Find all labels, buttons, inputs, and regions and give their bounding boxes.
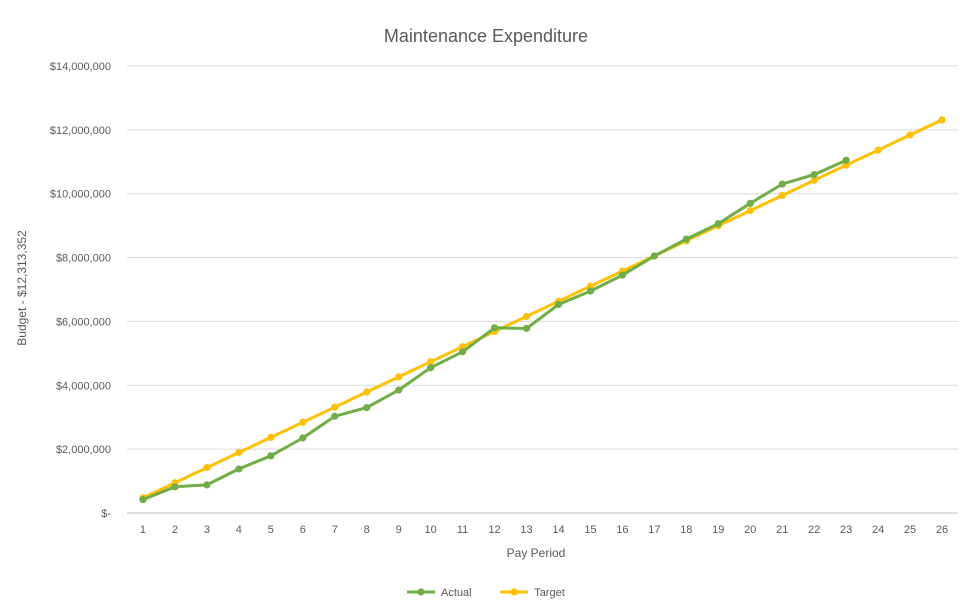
gridlines	[127, 65, 958, 514]
y-tick-label: $-	[101, 508, 111, 520]
data-point-target	[299, 418, 307, 426]
y-tick-label: $14,000,000	[50, 61, 111, 73]
x-tick-label: 8	[364, 524, 370, 536]
x-tick-label: 18	[680, 524, 692, 536]
y-tick-label: $2,000,000	[56, 444, 111, 456]
x-tick-label: 6	[300, 524, 306, 536]
data-point-actual	[618, 271, 627, 279]
data-point-actual	[427, 364, 435, 372]
x-tick-label: 25	[904, 524, 916, 536]
data-point-target	[778, 191, 786, 200]
data-point-actual	[363, 404, 371, 412]
x-tick-label: 17	[648, 524, 660, 536]
series-line-target	[141, 118, 944, 500]
x-tick-label: 12	[488, 524, 500, 536]
legend-label-actual: Actual	[441, 587, 472, 599]
x-tick-label: 20	[744, 524, 756, 536]
x-tick-label: 1	[140, 524, 146, 536]
data-point-actual	[139, 495, 147, 504]
data-point-actual	[778, 180, 786, 188]
y-axis-label: Budget - $12,313,352	[15, 230, 29, 346]
data-point-target	[906, 131, 914, 139]
data-point-actual	[395, 386, 403, 394]
data-point-actual	[458, 348, 467, 356]
y-tick-label: $10,000,000	[50, 189, 111, 201]
x-axis: 1 2 3 4 5 6 7 8 9 10 11 12 13 14 15 16 17 18 19 20 21 22 23 24 2…	[140, 524, 948, 536]
y-tick-label: $6,000,000	[56, 316, 111, 328]
x-tick-label: 7	[332, 524, 338, 536]
y-tick-label: $12,000,000	[50, 125, 111, 137]
data-point-target	[938, 116, 946, 124]
x-tick-label: 19	[712, 524, 724, 536]
x-tick-label: 24	[872, 524, 884, 536]
data-point-target	[395, 373, 403, 381]
data-point-actual	[746, 199, 754, 207]
x-tick-label: 21	[776, 524, 788, 536]
series-lines	[139, 116, 946, 504]
x-tick-label: 16	[616, 524, 628, 536]
legend-marker-actual	[417, 588, 425, 596]
x-tick-label: 4	[236, 524, 242, 536]
legend: Actual Target	[407, 587, 565, 599]
x-tick-label: 23	[840, 524, 852, 536]
data-point-actual	[331, 412, 339, 420]
data-point-actual	[490, 324, 499, 332]
data-point-target	[331, 403, 339, 411]
x-tick-label: 3	[204, 524, 210, 536]
x-tick-label: 22	[808, 524, 820, 536]
data-point-actual	[682, 235, 690, 243]
data-point-actual	[810, 170, 818, 179]
x-tick-label: 15	[584, 524, 596, 536]
x-tick-label: 26	[936, 524, 948, 536]
data-point-target	[235, 448, 243, 457]
data-point-target	[810, 176, 818, 184]
data-point-target	[874, 146, 882, 154]
data-point-target	[522, 312, 531, 321]
data-point-actual	[267, 452, 275, 460]
data-point-actual	[554, 300, 563, 309]
data-point-actual	[171, 483, 179, 491]
x-tick-label: 5	[268, 524, 274, 536]
legend-marker-target	[510, 588, 518, 596]
x-tick-label: 10	[425, 524, 437, 536]
data-point-target	[458, 343, 467, 351]
data-point-actual	[203, 481, 211, 489]
data-point-actual	[842, 156, 850, 164]
y-tick-label: $8,000,000	[56, 253, 111, 265]
chart-title: Maintenance Expenditure	[384, 26, 588, 46]
data-point-actual	[714, 220, 722, 228]
data-point-target	[746, 206, 754, 215]
y-axis: $- $2,000,000 $4,000,000 $6,000,000 $8,000,0…	[50, 61, 112, 520]
x-tick-label: 11	[457, 524, 468, 536]
data-point-target	[267, 433, 275, 441]
x-tick-label: 2	[172, 524, 178, 536]
series-actual	[139, 156, 850, 504]
data-point-actual	[522, 324, 531, 333]
x-tick-label: 9	[396, 524, 402, 536]
data-point-target	[427, 358, 435, 366]
data-point-actual	[650, 252, 658, 260]
data-point-target	[363, 388, 371, 396]
data-point-target	[203, 464, 211, 472]
legend-label-target: Target	[534, 587, 565, 599]
x-tick-label: 13	[520, 524, 532, 536]
data-point-actual	[235, 465, 243, 473]
data-point-actual	[299, 434, 307, 442]
data-point-actual	[586, 287, 595, 295]
x-tick-label: 14	[552, 524, 564, 536]
y-tick-label: $4,000,000	[56, 380, 111, 392]
x-axis-label: Pay Period	[507, 546, 566, 560]
data-point-target	[842, 161, 850, 169]
